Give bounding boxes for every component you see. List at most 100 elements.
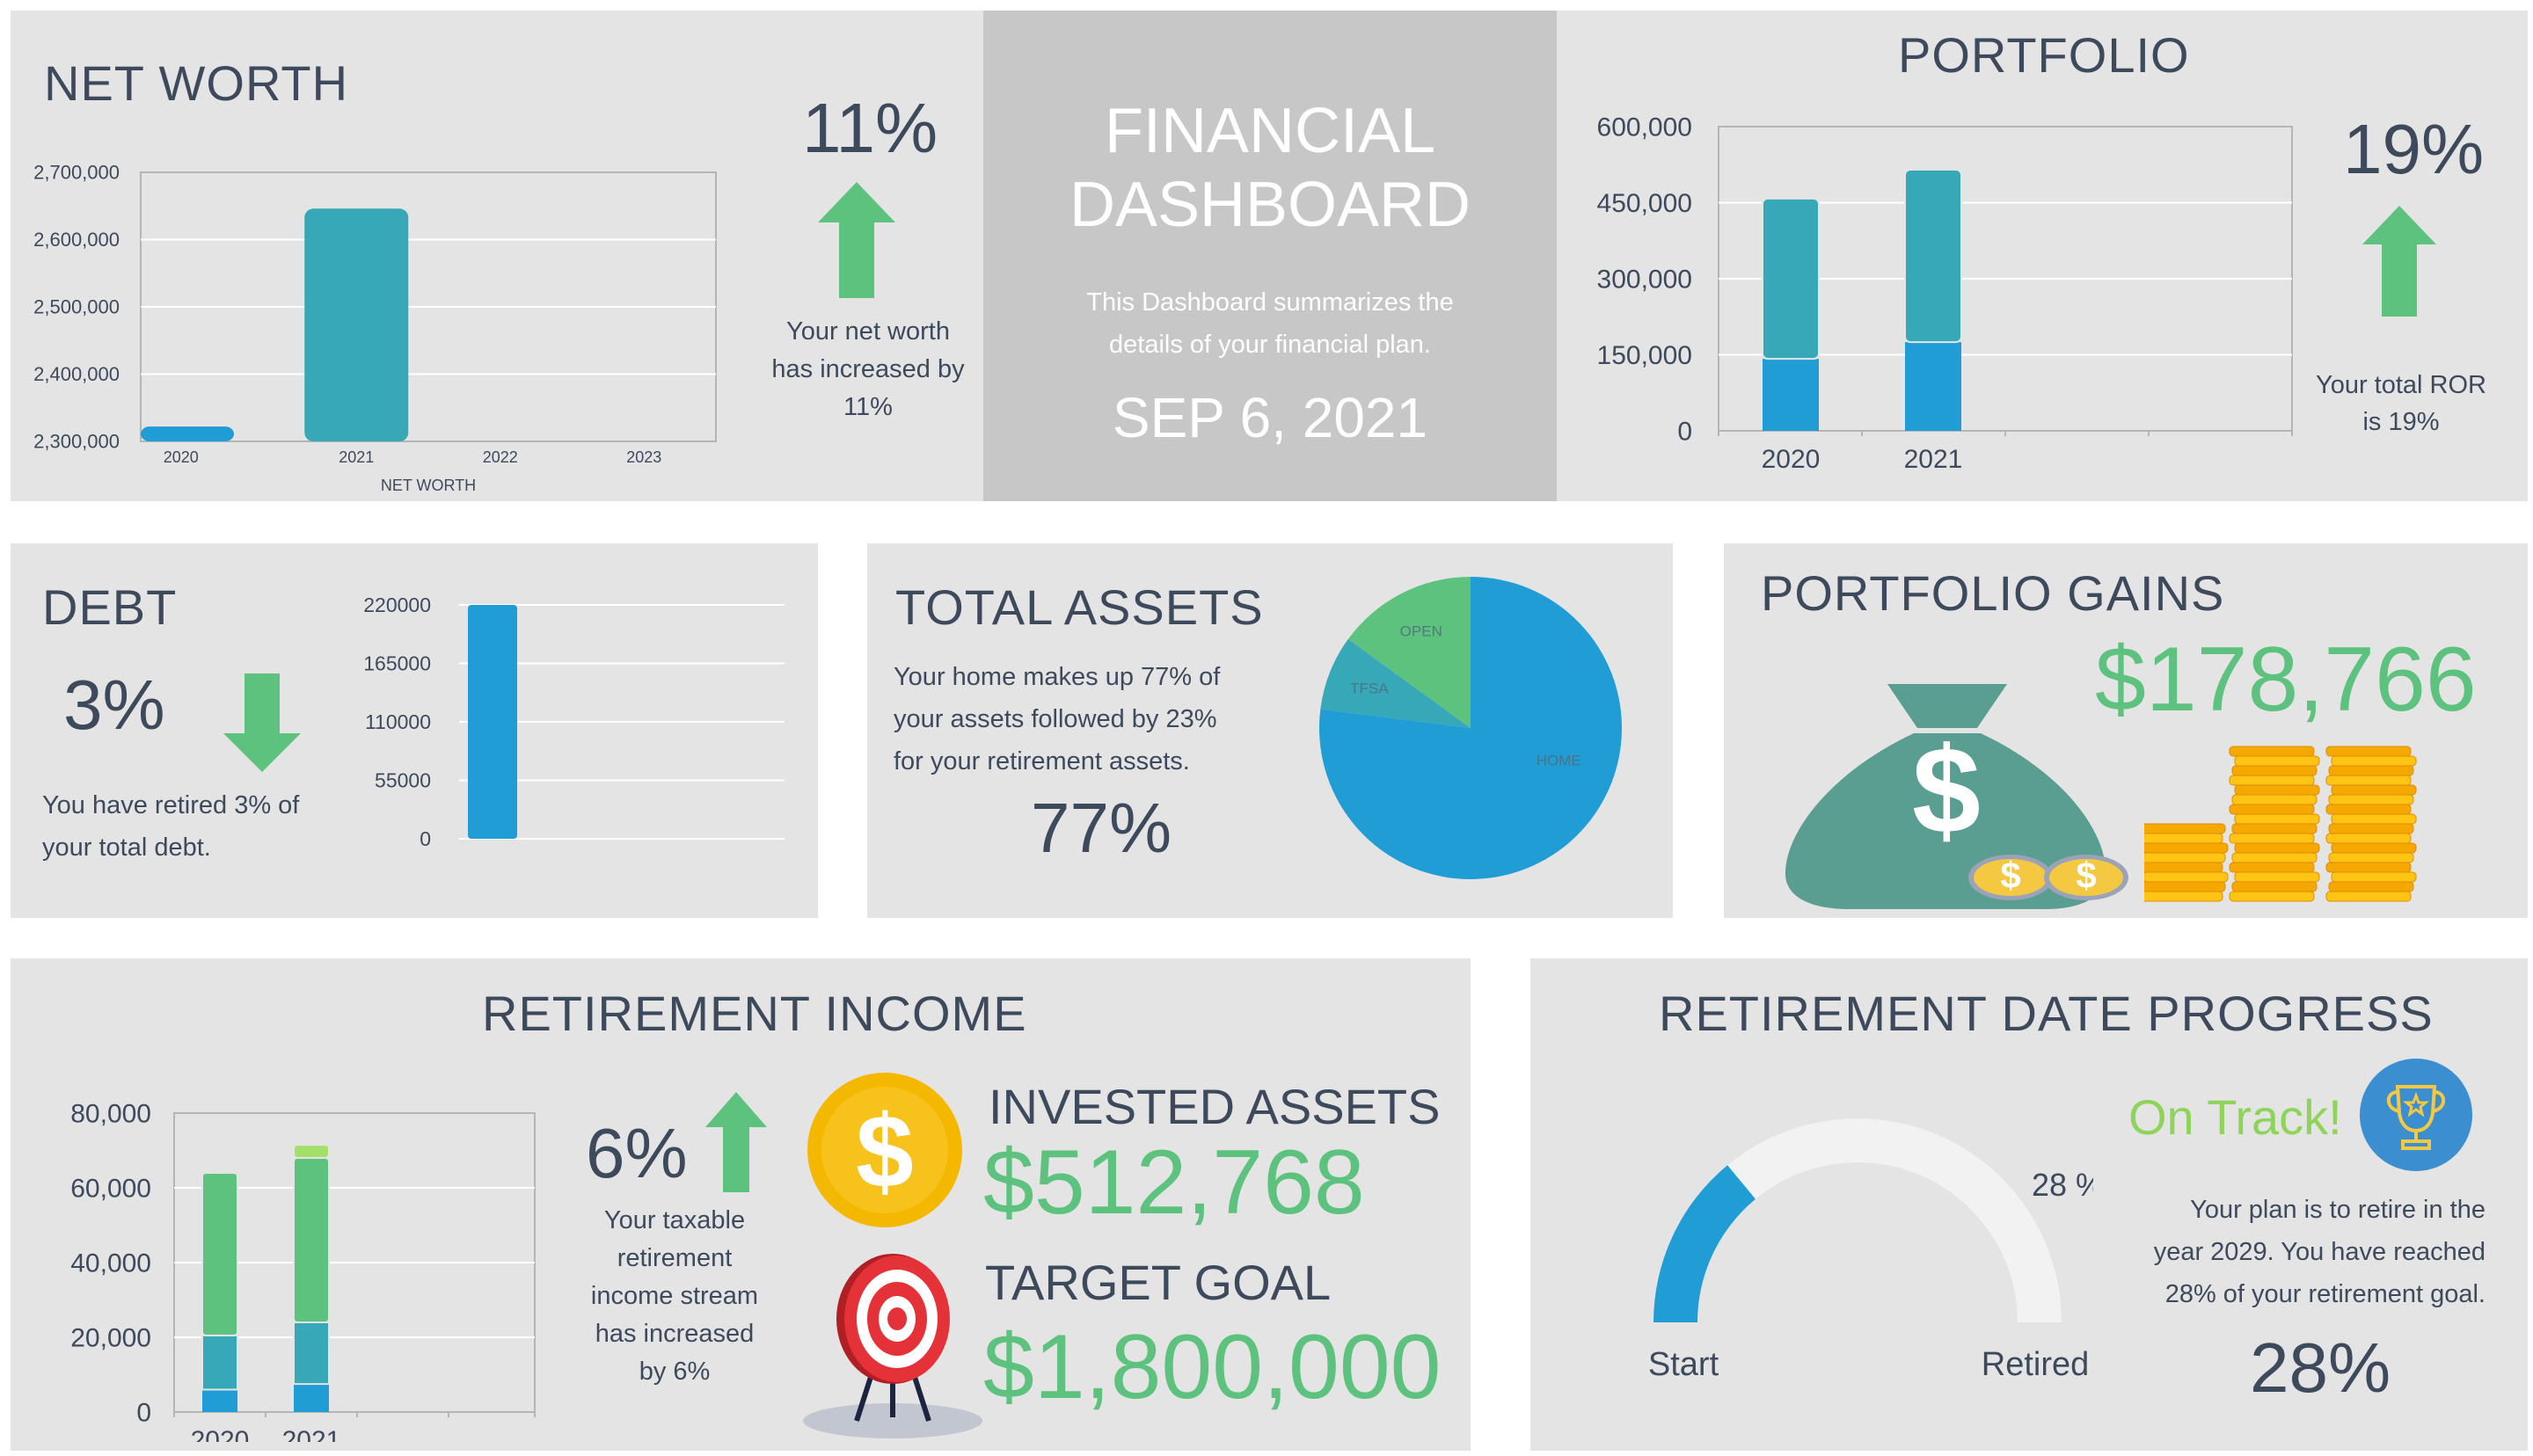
portfolio-title: PORTFOLIO: [1898, 27, 2190, 83]
coin: [2331, 784, 2417, 796]
net-worth-pct: 11%: [802, 89, 938, 167]
coin: [2328, 881, 2414, 892]
debt-desc-line1: You have retired 3% of: [42, 791, 300, 819]
coin: [2144, 823, 2226, 834]
financial-dashboard-panel: FINANCIAL DASHBOARD This Dashboard summa…: [983, 11, 1557, 501]
x-tick-label: 2020: [164, 448, 199, 466]
coin: [2328, 823, 2414, 834]
total-assets-pct: 77%: [1031, 789, 1172, 867]
y-tick-label: 110000: [365, 710, 431, 733]
total-assets-title: TOTAL ASSETS: [895, 579, 1264, 635]
coin: [2144, 862, 2223, 873]
trophy-icon: [2360, 1059, 2472, 1171]
x-tick-label: 2020: [1762, 445, 1821, 474]
coin: [2229, 746, 2315, 757]
coin-stacks-icon: [2144, 746, 2417, 902]
retirement-income-title: RETIREMENT INCOME: [482, 986, 1027, 1041]
coin-icon: [2044, 855, 2128, 900]
gauge-fill: [1653, 1165, 1756, 1322]
portfolio-pct: 19%: [2343, 110, 2485, 188]
coin: [2231, 794, 2318, 805]
coin: [2144, 842, 2229, 854]
y-tick-label: 220000: [363, 593, 431, 616]
income-bar-segment: [293, 1157, 330, 1323]
net-worth-desc: Your net worth has increased by 11%: [771, 317, 965, 421]
income-bar-segment: [293, 1321, 330, 1386]
income-bar-segment: [201, 1334, 238, 1391]
x-tick-label: 2020: [191, 1426, 250, 1442]
y-tick-label: 2,600,000: [33, 229, 120, 251]
y-tick-label: 55000: [375, 769, 431, 792]
up-arrow-icon: [2362, 206, 2436, 317]
retirement-progress-pct: 28%: [2250, 1329, 2391, 1407]
portfolio-panel: PORTFOLIO 600,000 450,000 300,000 150,000 0 2…: [1557, 11, 2528, 501]
debt-title: DEBT: [42, 579, 178, 635]
y-tick-label: 80,000: [70, 1100, 151, 1129]
coin: [2144, 891, 2223, 902]
dashboard-title-line1: FINANCIAL: [1104, 96, 1436, 166]
x-tick-label: 2022: [483, 448, 518, 466]
retirement-income-panel: RETIREMENT INCOME 80,000 60,000 40,000 20,0…: [11, 958, 1471, 1451]
invested-assets-label: INVESTED ASSETS: [989, 1079, 1441, 1134]
pie-slice-tfsa: [1320, 638, 1471, 728]
y-tick-label: 2,300,000: [33, 431, 120, 453]
coin: [2331, 755, 2417, 767]
income-bar-segment: [293, 1144, 330, 1159]
coin: [2325, 775, 2412, 786]
on-track-status: On Track!: [2128, 1089, 2342, 1145]
x-axis-label: NET WORTH: [381, 477, 476, 494]
portfolio-bar-segment: [1905, 342, 1961, 431]
target-goal-value: $1,800,000: [983, 1316, 1442, 1418]
income-bar-segment: [202, 1389, 237, 1412]
up-arrow-icon: [705, 1092, 767, 1192]
total-assets-desc-line1: Your home makes up 77% of: [894, 663, 1221, 691]
coin: [2229, 775, 2315, 786]
debt-bar: [468, 605, 517, 839]
portfolio-chart: 600,000 450,000 300,000 150,000 0 2020 2021: [1597, 113, 2293, 474]
coin: [2325, 746, 2412, 757]
portfolio-desc-line2: is 19%: [2362, 408, 2440, 436]
gauge-value-label: 28 %: [2032, 1167, 2093, 1203]
coin: [2229, 891, 2315, 902]
coin: [2144, 833, 2223, 844]
retirement-income-chart: 80,000 60,000 40,000 20,000 0 2020 2021: [70, 1100, 536, 1442]
gauge-end-label: Retired: [1982, 1346, 2090, 1383]
retirement-progress-desc-line2: year 2029. You have reached: [2153, 1238, 2486, 1266]
dollar-coin-icon: [807, 1073, 962, 1227]
retirement-gauge: 28 % Start Retired: [1648, 1118, 2093, 1383]
retirement-income-desc-line5: by 6%: [639, 1358, 711, 1386]
invested-assets-value: $512,768: [983, 1132, 1365, 1234]
portfolio-bar-segment: [1904, 169, 1962, 344]
net-worth-bar: [304, 208, 409, 441]
total-assets-desc-line2: your assets followed by 23%: [894, 705, 1217, 733]
net-worth-title: NET WORTH: [44, 55, 349, 111]
coin: [2325, 833, 2412, 844]
debt-panel: DEBT 3% You have retired 3% of your tota…: [11, 543, 818, 918]
coin: [2144, 871, 2229, 883]
retirement-income-desc-line1: Your taxable: [603, 1206, 746, 1234]
total-assets-pie: HOME TFSA OPEN: [1319, 577, 1622, 879]
pie-label: OPEN: [1400, 623, 1442, 640]
coin: [2328, 794, 2414, 805]
gauge-start-label: Start: [1648, 1346, 1719, 1383]
y-tick-label: 150,000: [1597, 341, 1692, 370]
bag-dollar-sign: $: [1912, 721, 1981, 859]
dashboard-title-line2: DASHBOARD: [1069, 170, 1471, 240]
y-tick-label: 60,000: [70, 1175, 151, 1204]
x-tick-label: 2021: [1904, 445, 1963, 474]
coin: [2331, 813, 2417, 825]
coin: [2328, 852, 2414, 863]
retirement-progress-desc-line1: Your plan is to retire in the: [2190, 1196, 2486, 1224]
coin: [2229, 804, 2315, 815]
coin: [2331, 871, 2417, 883]
total-assets-desc-line3: for your retirement assets.: [894, 747, 1190, 775]
target-icon: [803, 1254, 982, 1438]
coin: [2331, 842, 2417, 854]
retirement-income-desc-line3: income stream: [590, 1282, 759, 1310]
y-tick-label: 20,000: [70, 1324, 151, 1353]
coin-icon: [1968, 855, 2053, 900]
x-tick-label: 2021: [339, 448, 374, 466]
coin: [2144, 881, 2226, 892]
coin: [2328, 765, 2414, 776]
retirement-income-pct: 6%: [586, 1114, 688, 1192]
